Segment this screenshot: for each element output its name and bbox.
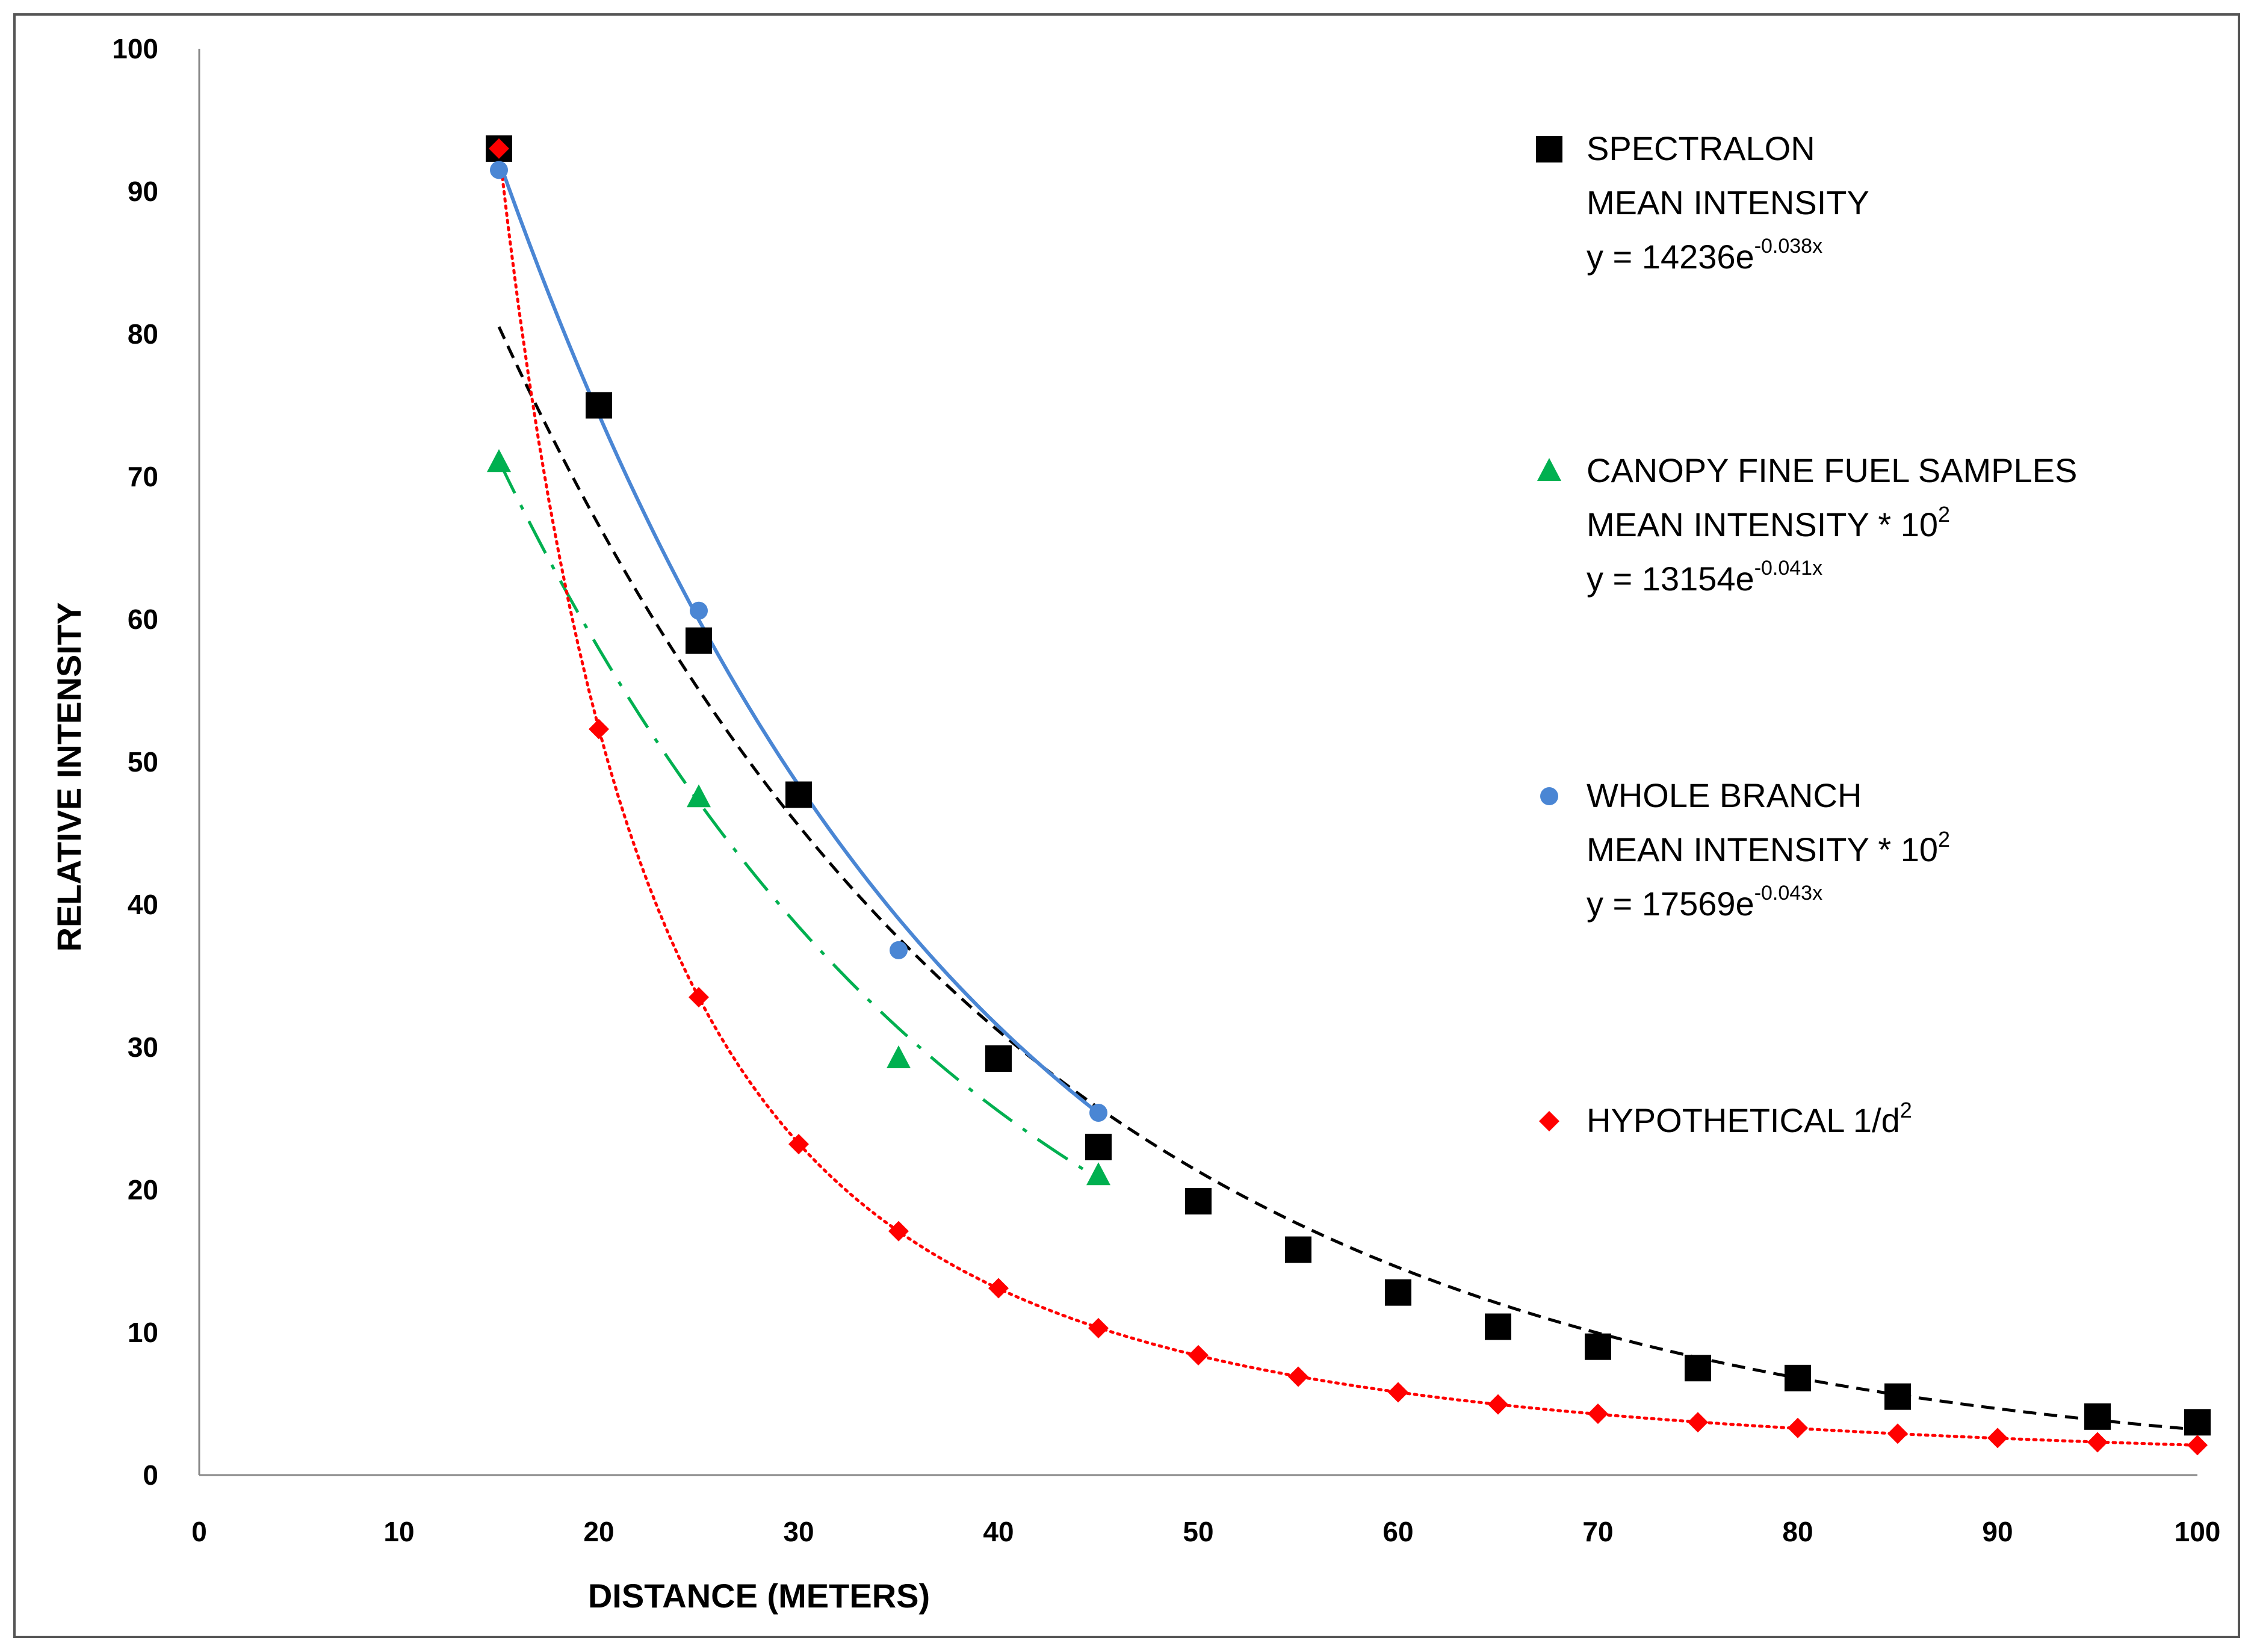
hypothetical-point xyxy=(1887,1423,1908,1444)
spectralon-point xyxy=(1485,1313,1511,1340)
spectralon-legend-text: MEAN INTENSITY xyxy=(1587,184,1869,221)
y-tick-label: 20 xyxy=(128,1174,158,1205)
x-tick-label: 40 xyxy=(983,1516,1014,1547)
hypothetical-point xyxy=(1788,1417,1808,1438)
x-tick-label: 70 xyxy=(1582,1516,1613,1547)
spectralon-point xyxy=(586,392,612,419)
branch-legend-text: MEAN INTENSITY * 102 xyxy=(1587,827,1950,868)
spectralon-point xyxy=(1585,1333,1611,1360)
spectralon-equation: y = 14236e-0.038x xyxy=(1587,235,1822,276)
y-tick-label: 30 xyxy=(128,1032,158,1063)
spectralon-point xyxy=(1785,1364,1811,1391)
branch-equation: y = 17569e-0.043x xyxy=(1587,882,1822,923)
hypothetical-point xyxy=(1987,1428,2008,1449)
spectralon-point xyxy=(1185,1187,1212,1214)
y-axis-ticks: 0 10 20 30 40 50 60 70 80 90 100 xyxy=(112,33,158,1491)
x-tick-label: 10 xyxy=(383,1516,414,1547)
hypothetical-point xyxy=(1088,1317,1109,1338)
x-tick-label: 20 xyxy=(583,1516,614,1547)
canopy-trendline xyxy=(497,460,1100,1180)
x-axis-ticks: 0 10 20 30 40 50 60 70 80 90 100 xyxy=(191,1516,2220,1547)
branch-trendline xyxy=(497,159,1100,1115)
canopy-point xyxy=(687,784,711,808)
trendlines xyxy=(497,147,2199,1447)
axes: 0 10 20 30 40 50 60 70 80 90 100 0 10 20 30 40 50 60 70 80… xyxy=(112,33,2220,1547)
y-axis-label: RELATIVE INTENSITY xyxy=(50,602,88,952)
branch-point xyxy=(890,941,908,959)
spectralon-point xyxy=(2184,1409,2211,1436)
spectralon-point xyxy=(2084,1403,2111,1430)
canopy-point xyxy=(487,449,511,472)
hypothetical-point xyxy=(489,138,509,159)
chart-plot: 0 10 20 30 40 50 60 70 80 90 100 0 10 20 30 40 50 60 70 80… xyxy=(50,33,2220,1615)
x-tick-label: 50 xyxy=(1183,1516,1213,1547)
y-tick-label: 40 xyxy=(128,889,158,920)
hypothetical-point xyxy=(1488,1394,1508,1415)
hypothetical-point xyxy=(1688,1412,1708,1433)
x-axis-label: DISTANCE (METERS) xyxy=(588,1577,930,1615)
hypothetical-legend-text: HYPOTHETICAL 1/d2 xyxy=(1587,1098,1912,1139)
spectralon-point xyxy=(1085,1133,1112,1160)
spectralon-point xyxy=(785,781,812,808)
spectralon-point xyxy=(985,1045,1012,1072)
spectralon-point xyxy=(1685,1355,1711,1382)
canopy-legend-text: MEAN INTENSITY * 102 xyxy=(1587,502,1950,543)
data-markers xyxy=(486,135,2211,1456)
hypothetical-point xyxy=(888,1220,909,1242)
legend: SPECTRALON MEAN INTENSITY y = 14236e-0.038… xyxy=(1536,129,2077,1139)
canopy-point xyxy=(1086,1162,1110,1186)
y-tick-label: 50 xyxy=(128,746,158,778)
y-tick-label: 70 xyxy=(128,461,158,492)
hypothetical-trendline xyxy=(497,147,2199,1447)
y-tick-label: 90 xyxy=(128,176,158,207)
spectralon-point xyxy=(686,627,712,654)
hypothetical-point xyxy=(1588,1403,1608,1425)
canopy-point xyxy=(887,1045,911,1068)
canopy-legend-marker xyxy=(1537,458,1561,481)
hypothetical-point xyxy=(988,1278,1009,1299)
hypothetical-point xyxy=(1188,1344,1209,1366)
y-tick-label: 10 xyxy=(128,1317,158,1348)
y-tick-label: 60 xyxy=(128,604,158,635)
x-tick-label: 100 xyxy=(2175,1516,2221,1547)
hypothetical-point xyxy=(1388,1382,1408,1403)
branch-point xyxy=(1089,1104,1107,1122)
spectralon-point xyxy=(1884,1383,1911,1410)
hypothetical-point xyxy=(689,987,709,1008)
x-tick-label: 30 xyxy=(783,1516,814,1547)
spectralon-point xyxy=(1285,1236,1311,1263)
branch-legend-text: WHOLE BRANCH xyxy=(1587,776,1862,814)
y-tick-label: 80 xyxy=(128,318,158,350)
spectralon-point xyxy=(1385,1279,1411,1306)
hypothetical-legend-marker xyxy=(1539,1111,1559,1131)
spectralon-trendline xyxy=(497,326,2198,1431)
x-tick-label: 0 xyxy=(191,1516,207,1547)
branch-point xyxy=(690,601,708,620)
canopy-equation: y = 13154e-0.041x xyxy=(1587,557,1822,598)
y-tick-label: 0 xyxy=(143,1459,158,1491)
x-tick-label: 60 xyxy=(1382,1516,1413,1547)
hypothetical-point xyxy=(788,1134,809,1155)
spectralon-legend-text: SPECTRALON xyxy=(1587,129,1815,167)
hypothetical-point xyxy=(2187,1435,2208,1456)
hypothetical-point xyxy=(1288,1366,1308,1387)
y-tick-label: 100 xyxy=(112,33,158,64)
branch-point xyxy=(490,161,508,179)
x-tick-label: 90 xyxy=(1982,1516,2013,1547)
canopy-legend-text: CANOPY FINE FUEL SAMPLES xyxy=(1587,451,2077,489)
branch-legend-marker xyxy=(1540,787,1558,805)
chart-frame: 0 10 20 30 40 50 60 70 80 90 100 0 10 20 30 40 50 60 70 80… xyxy=(13,13,2240,1638)
spectralon-legend-marker xyxy=(1536,136,1562,162)
hypothetical-point xyxy=(589,719,609,740)
hypothetical-point xyxy=(2087,1432,2108,1453)
x-tick-label: 80 xyxy=(1782,1516,1813,1547)
